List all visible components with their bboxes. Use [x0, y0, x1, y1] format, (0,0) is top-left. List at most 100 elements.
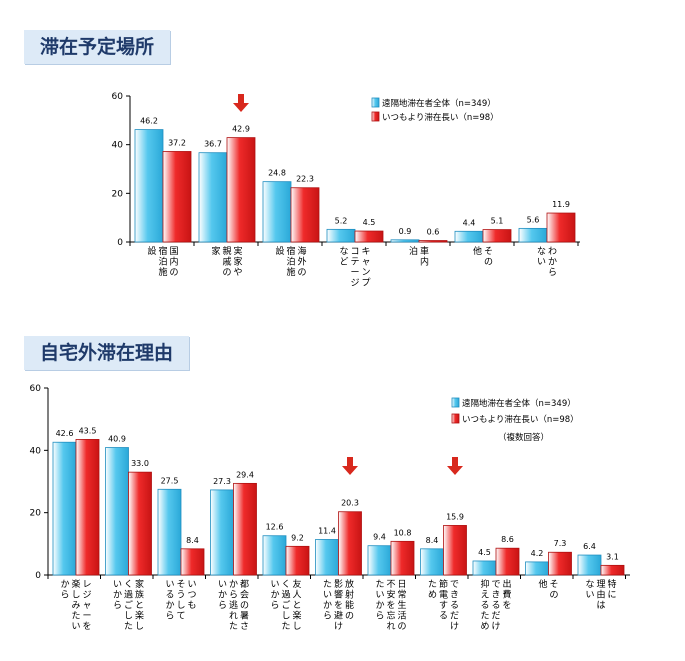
highlight-arrow-icon — [233, 94, 249, 112]
svg-text:実: 実 — [233, 245, 242, 257]
svg-text:ジ: ジ — [350, 279, 359, 289]
svg-text:安: 安 — [386, 589, 395, 601]
bar-longer-9 — [495, 547, 520, 576]
bar-longer-5 — [285, 545, 310, 576]
svg-text:外: 外 — [297, 256, 306, 268]
svg-text:友: 友 — [292, 578, 301, 590]
bar-longer-4 — [354, 230, 384, 243]
bar-all-6 — [454, 230, 484, 243]
bar-longer-1 — [75, 439, 100, 576]
bar-longer-7 — [546, 212, 576, 243]
bar-longer-1 — [162, 151, 192, 243]
svg-text:内: 内 — [420, 256, 429, 268]
svg-text:施: 施 — [286, 266, 295, 278]
svg-text:の: の — [240, 601, 249, 611]
section-title-stay-location: 滞在予定場所 — [24, 30, 171, 64]
svg-text:ら: ら — [375, 611, 384, 622]
svg-text:国: 国 — [169, 246, 178, 257]
svg-text:か: か — [218, 590, 227, 601]
svg-text:の: の — [297, 268, 306, 278]
svg-text:の: の — [222, 268, 231, 278]
data-label: 0.9 — [399, 227, 412, 236]
data-label: 8.4 — [186, 536, 199, 545]
svg-text:過: 過 — [281, 590, 290, 601]
svg-text:家: 家 — [135, 578, 144, 590]
svg-text:ャ: ャ — [82, 601, 91, 611]
svg-text:え: え — [480, 590, 489, 601]
svg-text:テ: テ — [350, 257, 359, 268]
svg-text:る: る — [480, 600, 489, 611]
legend-label: いつもより滞在長い（n=98） — [382, 112, 499, 123]
data-label: 9.4 — [373, 533, 386, 542]
data-label: 4.5 — [363, 218, 376, 227]
svg-text:し: し — [281, 611, 290, 622]
y-tick-label: 40 — [30, 446, 42, 456]
data-label: 27.5 — [161, 476, 179, 485]
svg-text:は: は — [596, 600, 605, 611]
svg-text:ら: ら — [218, 600, 227, 611]
svg-text:な: な — [585, 579, 594, 590]
svg-text:射: 射 — [345, 589, 354, 601]
svg-text:忘: 忘 — [386, 610, 395, 622]
data-label: 37.2 — [168, 138, 186, 147]
bar-all-7 — [367, 545, 392, 576]
bar-all-10 — [525, 561, 549, 576]
svg-text:不: 不 — [386, 579, 395, 590]
data-label: 12.6 — [266, 523, 284, 532]
svg-text:節: 節 — [439, 578, 448, 590]
svg-text:海: 海 — [297, 245, 306, 257]
data-label: 0.6 — [427, 228, 440, 237]
svg-text:放: 放 — [345, 578, 354, 590]
svg-text:た: た — [229, 621, 238, 632]
y-tick-label: 0 — [35, 571, 41, 581]
svg-text:た: た — [323, 579, 332, 590]
svg-text:過: 過 — [124, 590, 133, 601]
legend-swatch — [371, 111, 380, 122]
svg-text:ら: ら — [165, 611, 174, 622]
category-label-6: その他 — [473, 245, 493, 268]
svg-text:の: の — [169, 268, 178, 278]
svg-text:由: 由 — [596, 589, 605, 601]
data-label: 8.6 — [501, 535, 514, 544]
svg-text:め: め — [428, 590, 437, 601]
data-label: 5.1 — [491, 217, 504, 226]
legend: 遠隔地滞在者全体（n=349） いつもより滞在長い（n=98） （複数回答） — [451, 397, 579, 443]
svg-text:い: い — [270, 580, 279, 590]
svg-text:く: く — [281, 580, 290, 590]
svg-text:宿: 宿 — [286, 245, 295, 257]
svg-text:い: い — [113, 580, 122, 590]
svg-text:る: る — [491, 600, 500, 611]
bar-longer-6 — [338, 511, 362, 576]
svg-text:泊: 泊 — [158, 257, 167, 268]
svg-text:る: る — [439, 611, 448, 622]
svg-text:ら: ら — [229, 590, 238, 601]
svg-text:家: 家 — [211, 245, 220, 257]
svg-text:も: も — [187, 600, 196, 611]
bar-longer-4 — [233, 482, 257, 576]
svg-text:い: い — [71, 622, 80, 632]
svg-text:ジ: ジ — [82, 591, 91, 601]
svg-text:い: い — [165, 580, 174, 590]
svg-text:ど: ど — [339, 257, 348, 268]
svg-text:会: 会 — [240, 589, 249, 601]
data-label: 40.9 — [108, 435, 126, 444]
svg-text:わ: わ — [548, 246, 557, 257]
svg-text:る: る — [165, 590, 174, 601]
bar-all-2 — [198, 152, 228, 243]
svg-text:抑: 抑 — [480, 578, 489, 590]
svg-text:な: な — [339, 246, 348, 257]
legend-note: （複数回答） — [498, 432, 549, 443]
svg-text:け: け — [491, 621, 500, 632]
svg-text:み: み — [71, 600, 80, 611]
data-label: 4.2 — [531, 549, 544, 558]
svg-text:ご: ご — [124, 599, 133, 611]
chart-1: 020406046.237.2国内の宿泊施設36.742.9実家や親戚の家24.… — [112, 92, 580, 289]
